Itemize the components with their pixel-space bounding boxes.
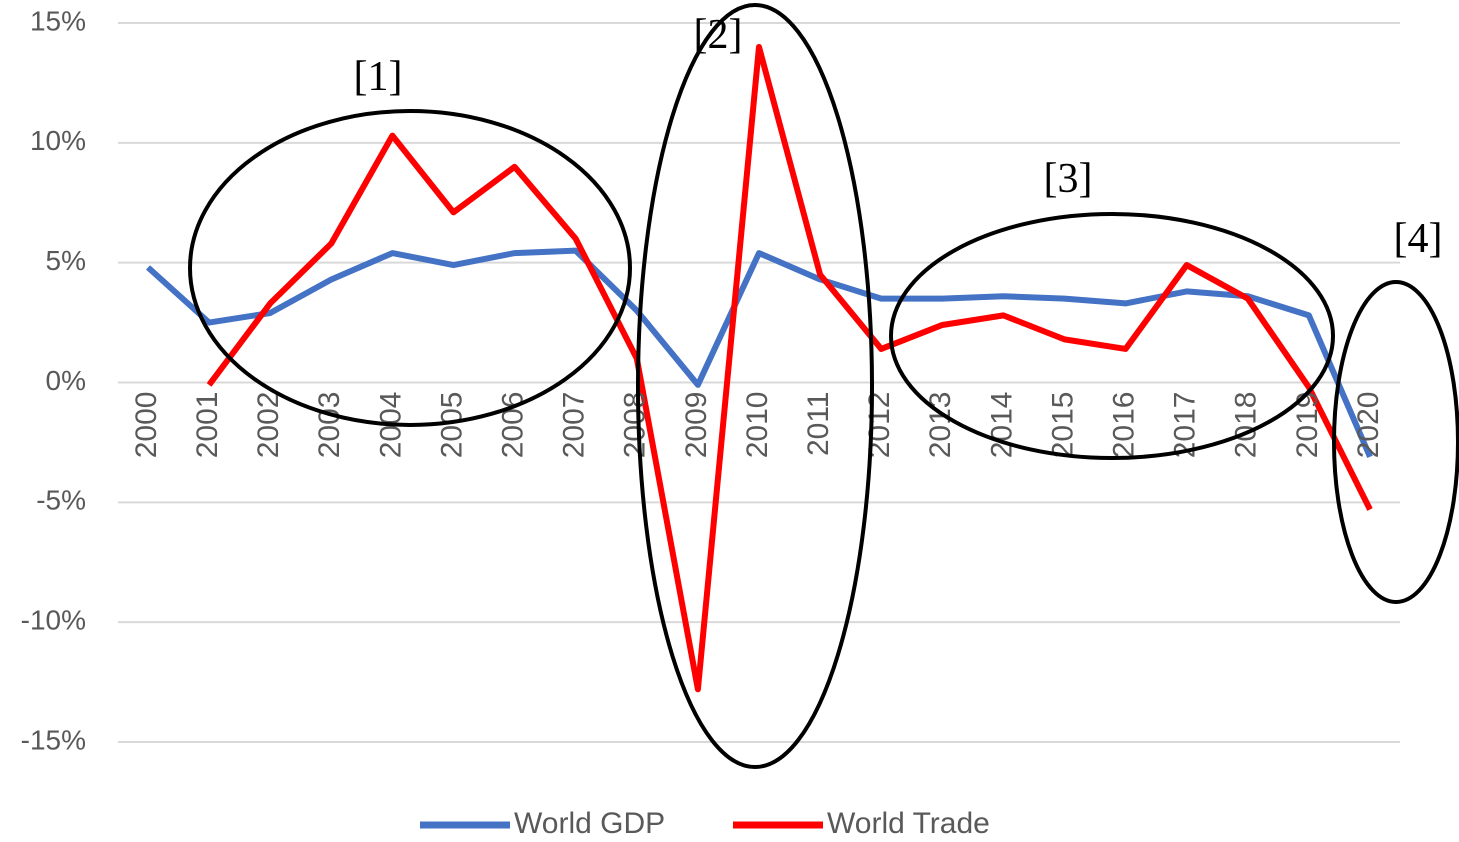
- x-tick-label: 2011: [802, 392, 835, 457]
- annotation: [1]: [354, 54, 403, 100]
- highlight-ellipses: [188, 3, 1459, 769]
- y-tick-label: -15%: [21, 724, 86, 755]
- y-tick-label: 0%: [46, 365, 86, 396]
- y-tick-label: 10%: [30, 125, 86, 156]
- x-tick-label: 2001: [191, 392, 224, 459]
- x-tick-label: 2012: [863, 392, 896, 459]
- annotation: [3]: [1044, 156, 1093, 202]
- y-tick-label: 15%: [30, 5, 86, 36]
- lines: [145, 43, 1373, 693]
- x-tick-label: 2016: [1108, 392, 1141, 459]
- ellipse: [889, 212, 1335, 460]
- grid: [118, 22, 1400, 743]
- legend-label: World GDP: [514, 807, 665, 840]
- x-tick-label: 2015: [1046, 392, 1079, 459]
- x-tick-label: 2013: [924, 392, 957, 459]
- ellipse: [636, 3, 874, 769]
- x-tick-label: 2020: [1352, 392, 1385, 459]
- y-tick-label: 5%: [46, 245, 86, 276]
- x-tick-label: 2003: [313, 392, 346, 459]
- x-tick-label: 2002: [252, 392, 285, 459]
- x-tick-label: 2007: [558, 392, 591, 459]
- ellipse: [1332, 280, 1459, 604]
- x-tick-label: 2014: [985, 392, 1018, 459]
- annotation: [4]: [1394, 216, 1443, 262]
- series-line: [206, 43, 1373, 693]
- x-tick-label: 2018: [1230, 392, 1263, 459]
- y-tick-label: -10%: [21, 605, 86, 636]
- x-tick-label: 2010: [741, 392, 774, 459]
- legend-label: World Trade: [827, 807, 990, 840]
- x-tick-label: 2000: [130, 392, 163, 459]
- ellipse: [188, 109, 632, 427]
- labels: 15% 10% 5% 0% -5% -10% -15% 2000 2001 2002 2003 200…: [21, 5, 1443, 840]
- x-tick-label: 2008: [619, 392, 652, 459]
- x-tick-label: 2009: [680, 392, 713, 459]
- y-tick-label: -5%: [36, 485, 86, 516]
